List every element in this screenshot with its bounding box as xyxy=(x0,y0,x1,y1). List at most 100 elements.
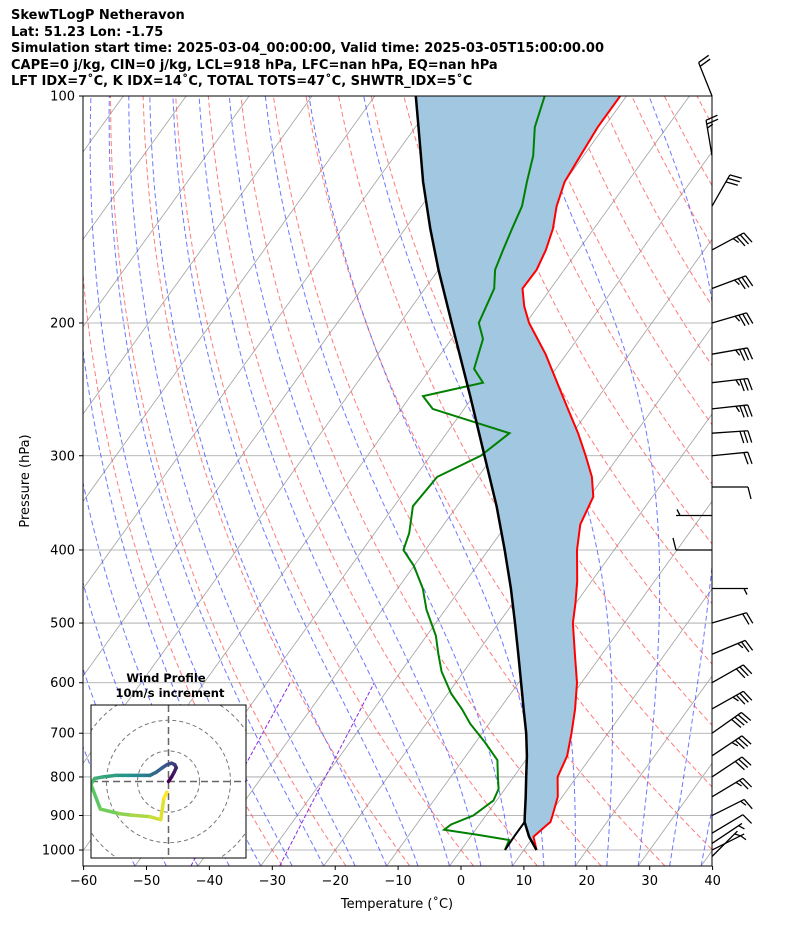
location-line: Lat: 51.23 Lon: -1.75 xyxy=(11,24,164,40)
dry-adiabat xyxy=(762,96,794,866)
x-tick-label: 20 xyxy=(579,874,596,889)
wind-barbs xyxy=(672,54,754,857)
x-tick-label: −10 xyxy=(384,874,411,889)
plot-data xyxy=(402,96,622,851)
wind-barb xyxy=(711,830,742,857)
dry-adiabat xyxy=(631,96,712,247)
wind-barb xyxy=(711,735,752,757)
wind-barb xyxy=(672,537,712,551)
moist-adiabat xyxy=(108,96,325,866)
x-tick-label: 30 xyxy=(641,874,658,889)
cin-shading xyxy=(415,96,621,850)
isotherm xyxy=(764,96,794,866)
dry-adiabat xyxy=(240,96,602,866)
wind-barb xyxy=(711,756,752,778)
wind-barb xyxy=(711,312,754,327)
y-tick-label: 500 xyxy=(50,617,75,632)
hodograph-segment xyxy=(148,814,163,822)
wind-barb xyxy=(712,486,752,500)
y-tick-label: 300 xyxy=(50,449,75,464)
moist-adiabat xyxy=(700,806,712,866)
indices-line-2: LFT IDX=7˚C, K IDX=14˚C, TOTAL TOTS=47˚C… xyxy=(11,74,473,90)
y-axis: 1000 900 800 700 600 500 400 300 200 100 xyxy=(42,90,83,859)
hodograph-title: Wind Profile xyxy=(126,671,206,685)
wind-barb xyxy=(711,174,742,207)
y-tick-label: 400 xyxy=(50,543,75,558)
y-tick-label: 900 xyxy=(50,809,75,824)
moist-adiabat xyxy=(264,96,513,866)
isotherm xyxy=(83,96,439,590)
y-tick-label: 700 xyxy=(50,727,75,742)
dry-adiabat xyxy=(305,96,712,851)
wind-barb xyxy=(711,798,753,817)
moist-adiabat xyxy=(172,96,419,866)
mixing-ratio-line xyxy=(279,682,375,866)
moist-adiabat xyxy=(648,96,712,866)
x-tick-label: 0 xyxy=(457,874,465,889)
wind-barb xyxy=(711,822,745,844)
hodograph: Wind Profile 10m/s increment xyxy=(90,671,247,859)
isotherm xyxy=(83,96,250,328)
hodograph-subtitle: 10m/s increment xyxy=(116,686,225,700)
moist-adiabat xyxy=(128,96,356,866)
dry-adiabat xyxy=(338,96,712,788)
dry-adiabat xyxy=(663,96,712,187)
isotherm xyxy=(323,326,712,866)
wind-barb xyxy=(711,664,753,684)
hodograph-segment xyxy=(117,811,134,817)
isotherm xyxy=(574,675,712,866)
y-tick-label: 1000 xyxy=(42,844,75,859)
isotherm xyxy=(637,762,712,866)
dry-adiabat xyxy=(207,96,538,866)
x-axis-label: Temperature (˚C) xyxy=(340,896,453,912)
wind-barb xyxy=(705,114,719,156)
moist-adiabat xyxy=(308,96,545,866)
wind-barb xyxy=(712,587,748,595)
hodograph-segment xyxy=(91,782,103,811)
wind-barb xyxy=(711,451,753,465)
wind-barb xyxy=(711,777,753,798)
y-tick-label: 200 xyxy=(50,316,75,331)
wind-barb xyxy=(711,639,754,655)
moist-adiabat xyxy=(198,96,450,866)
wind-barb xyxy=(676,509,712,517)
moist-adiabat xyxy=(89,96,293,866)
temperature-line xyxy=(521,96,622,851)
wind-barb xyxy=(711,833,747,851)
wind-barb xyxy=(711,232,753,251)
wind-barb xyxy=(711,347,754,361)
dry-adiabat xyxy=(110,96,347,866)
hodograph-segment xyxy=(162,790,169,801)
wind-barb xyxy=(711,377,753,392)
isotherm xyxy=(83,96,376,503)
x-tick-label: −30 xyxy=(259,874,286,889)
wind-barb xyxy=(711,404,753,418)
chart-title: SkewTLogP Netheravon xyxy=(11,8,185,23)
x-tick-label: −50 xyxy=(133,874,160,889)
isotherm xyxy=(700,850,712,866)
dry-adiabat xyxy=(730,96,794,866)
x-tick-label: −20 xyxy=(321,874,348,889)
y-tick-label: 800 xyxy=(50,770,75,785)
wind-barb xyxy=(711,690,753,710)
dry-adiabat xyxy=(598,96,712,307)
y-axis-label: Pressure (hPa) xyxy=(18,434,33,527)
hodograph-frame xyxy=(90,704,247,859)
wind-barb xyxy=(711,275,754,290)
wind-barb xyxy=(711,430,753,444)
hodograph-trace xyxy=(91,761,178,822)
isotherm xyxy=(83,96,313,415)
indices-line-1: CAPE=0 j/kg, CIN=0 j/kg, LCL=918 hPa, LF… xyxy=(11,57,498,73)
chart-header: SkewTLogP Netheravon Lat: 51.23 Lon: -1.… xyxy=(11,8,791,91)
hodograph-segment xyxy=(129,813,152,819)
x-tick-label: −40 xyxy=(196,874,223,889)
wind-barb xyxy=(711,612,754,625)
wind-barb xyxy=(711,711,752,734)
dry-adiabat xyxy=(566,96,712,367)
hodograph-segment xyxy=(159,796,166,822)
time-line: Simulation start time: 2025-03-04_00:00:… xyxy=(11,41,604,57)
x-tick-label: −60 xyxy=(70,874,97,889)
x-tick-label: 40 xyxy=(704,874,721,889)
moist-adiabat xyxy=(149,96,388,866)
